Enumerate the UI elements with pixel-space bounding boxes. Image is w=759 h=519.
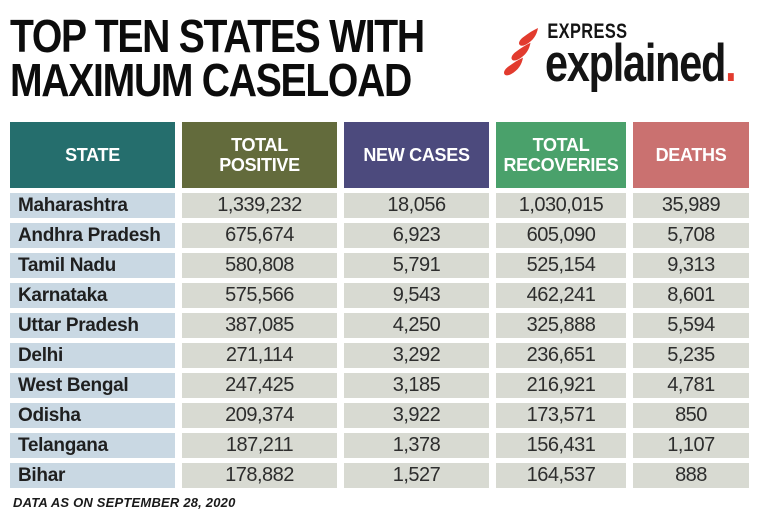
cell-state: Odisha [10,403,175,428]
column-header-state: STATE [10,122,175,188]
page-title: TOP TEN STATES WITH MAXIMUM CASELOAD [10,10,425,106]
column-header-total-recoveries: TOTAL RECOVERIES [496,122,626,188]
logo-explained-word: explained [545,34,726,93]
cell-new-cases: 3,185 [344,373,489,398]
cell-deaths: 4,781 [633,373,749,398]
cell-new-cases: 4,250 [344,313,489,338]
cell-total-positive: 271,114 [182,343,337,368]
cell-deaths: 850 [633,403,749,428]
column-header-deaths-label: DEATHS [655,144,727,165]
cell-new-cases: 1,527 [344,463,489,488]
cell-state: Telangana [10,433,175,458]
cell-new-cases: 18,056 [344,193,489,218]
cell-total-positive: 247,425 [182,373,337,398]
cell-deaths: 1,107 [633,433,749,458]
data-date-note: DATA AS ON SEPTEMBER 28, 2020 [13,495,236,510]
cell-state: Bihar [10,463,175,488]
page-title-line1: TOP TEN STATES WITH [10,10,425,62]
cell-new-cases: 3,292 [344,343,489,368]
cell-total-positive: 178,882 [182,463,337,488]
cell-total-positive: 209,374 [182,403,337,428]
cell-state: Tamil Nadu [10,253,175,278]
logo-explained-label: explained. [545,37,737,90]
column-header-new-cases-label: NEW CASES [363,144,470,165]
cell-total-recoveries: 462,241 [496,283,626,308]
cell-total-recoveries: 216,921 [496,373,626,398]
logo-text: EXPRESS explained. [545,20,737,90]
cell-deaths: 35,989 [633,193,749,218]
cell-total-recoveries: 164,537 [496,463,626,488]
cell-state: Delhi [10,343,175,368]
cell-new-cases: 5,791 [344,253,489,278]
cell-state: Karnataka [10,283,175,308]
logo-express-label: EXPRESS [547,20,628,43]
cell-state: Uttar Pradesh [10,313,175,338]
cell-state: West Bengal [10,373,175,398]
column-header-total-recoveries-label: TOTAL RECOVERIES [503,134,619,175]
cell-total-positive: 580,808 [182,253,337,278]
cell-deaths: 888 [633,463,749,488]
cell-deaths: 5,708 [633,223,749,248]
cell-total-positive: 187,211 [182,433,337,458]
cell-deaths: 5,594 [633,313,749,338]
cell-total-positive: 575,566 [182,283,337,308]
cell-total-recoveries: 325,888 [496,313,626,338]
express-explained-logo: EXPRESS explained. [504,20,759,90]
cell-state: Andhra Pradesh [10,223,175,248]
cell-total-recoveries: 1,030,015 [496,193,626,218]
cell-total-recoveries: 173,571 [496,403,626,428]
column-header-new-cases: NEW CASES [344,122,489,188]
column-header-deaths: DEATHS [633,122,749,188]
column-header-total-positive-label: TOTAL POSITIVE [219,134,300,175]
cell-new-cases: 1,378 [344,433,489,458]
express-flame-icon [504,28,538,76]
cell-total-positive: 387,085 [182,313,337,338]
cell-total-positive: 1,339,232 [182,193,337,218]
cell-new-cases: 9,543 [344,283,489,308]
cell-deaths: 8,601 [633,283,749,308]
column-header-total-positive: TOTAL POSITIVE [182,122,337,188]
logo-red-dot: . [725,34,737,93]
caseload-table: STATE TOTAL POSITIVE NEW CASES TOTAL REC… [10,122,749,488]
cell-total-recoveries: 156,431 [496,433,626,458]
cell-total-recoveries: 605,090 [496,223,626,248]
cell-total-recoveries: 236,651 [496,343,626,368]
cell-deaths: 5,235 [633,343,749,368]
cell-new-cases: 6,923 [344,223,489,248]
cell-new-cases: 3,922 [344,403,489,428]
cell-total-positive: 675,674 [182,223,337,248]
cell-total-recoveries: 525,154 [496,253,626,278]
cell-deaths: 9,313 [633,253,749,278]
cell-state: Maharashtra [10,193,175,218]
column-header-state-label: STATE [65,144,120,165]
page-title-line2: MAXIMUM CASELOAD [10,54,412,106]
